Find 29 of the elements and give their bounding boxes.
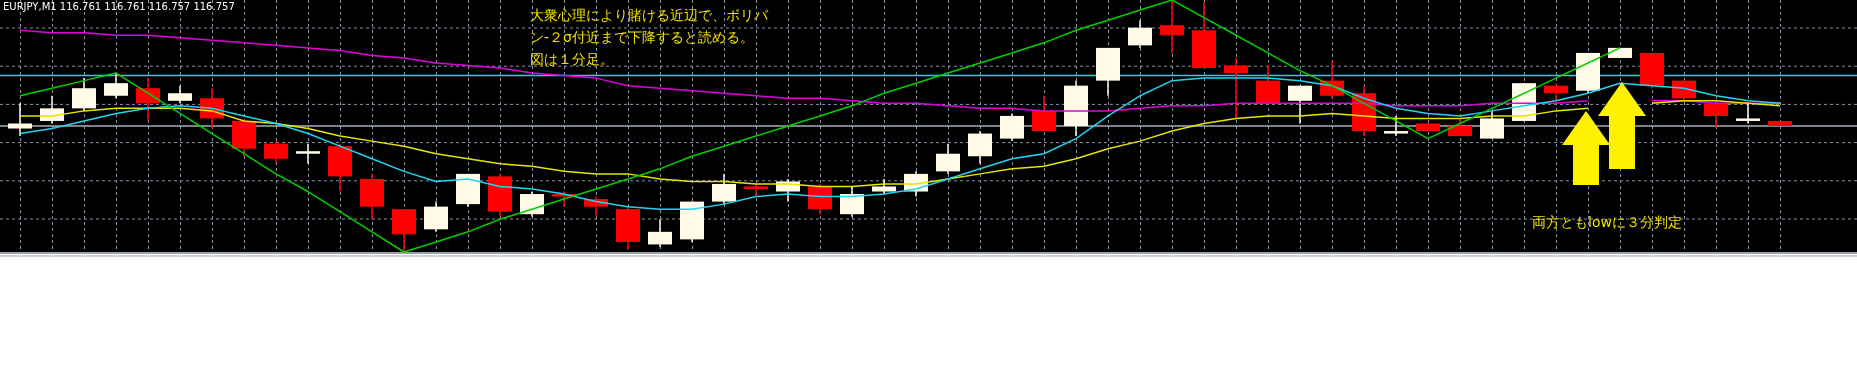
candlestick bbox=[1480, 110, 1504, 140]
candlestick bbox=[1160, 0, 1184, 54]
candlestick bbox=[8, 102, 32, 137]
annotation: 図は１分足。 bbox=[530, 50, 615, 69]
candlestick bbox=[712, 173, 736, 205]
candlestick bbox=[264, 140, 288, 165]
candlestick bbox=[104, 72, 128, 100]
candlestick bbox=[1384, 115, 1408, 137]
candlestick bbox=[968, 130, 992, 165]
candlestick bbox=[1256, 64, 1280, 105]
candlestick bbox=[1128, 19, 1152, 49]
candlestick bbox=[1032, 95, 1056, 132]
candlestick bbox=[520, 190, 544, 218]
candlestick bbox=[808, 183, 832, 215]
candlestick bbox=[136, 77, 160, 122]
chart-title: EURJPY,M1 116.761 116.761 116.757 116.757 bbox=[3, 1, 235, 12]
candlestick bbox=[648, 218, 672, 248]
candlestick bbox=[1736, 102, 1760, 125]
candlestick bbox=[840, 185, 864, 218]
candlestick bbox=[424, 200, 448, 233]
candlestick bbox=[296, 142, 320, 165]
candlestick bbox=[1288, 84, 1312, 125]
candlestick bbox=[72, 77, 96, 112]
annotation: 大衆心理により賭ける近辺で、ボリバン-２σ付近まで下降すると読める。 bbox=[530, 6, 769, 47]
candlestick bbox=[1224, 57, 1248, 120]
candlestick bbox=[1704, 100, 1728, 130]
annotation: 両方ともlowに３分判定 bbox=[1532, 213, 1683, 232]
candlestick bbox=[936, 142, 960, 175]
candlestick bbox=[1000, 112, 1024, 142]
